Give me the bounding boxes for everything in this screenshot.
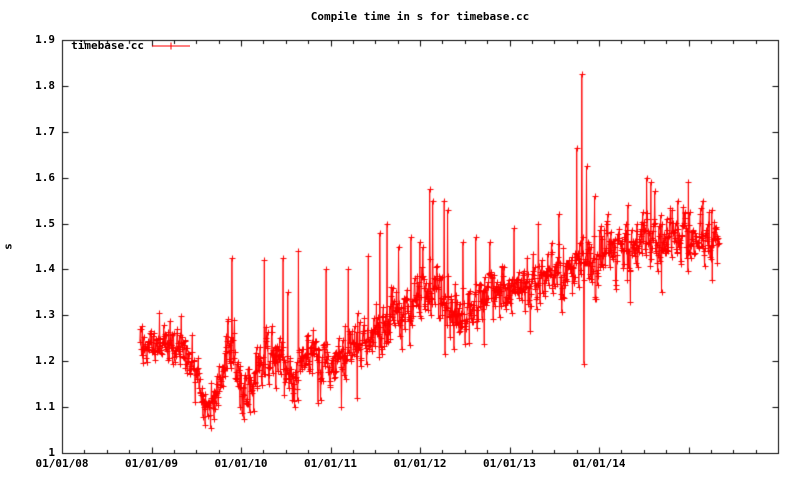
y-tick-label: 1.2: [35, 354, 55, 368]
plus-marker-icon: [167, 42, 175, 50]
legend-sample-line: [152, 42, 190, 50]
x-tick-label: 01/01/13: [483, 457, 536, 470]
y-tick-label: 1.6: [35, 170, 55, 184]
y-tick-label: 1.4: [35, 262, 55, 276]
x-tick-label: 01/01/14: [572, 457, 626, 470]
x-tick-label: 01/01/12: [393, 457, 447, 470]
y-tick-label: 1.9: [35, 33, 55, 46]
x-tick-label: 01/01/11: [304, 457, 357, 470]
x-tick-label: 01/01/10: [214, 457, 268, 470]
y-tick-label: 1: [48, 446, 55, 459]
y-tick-label: 1.1: [35, 400, 55, 414]
y-tick-label: 1.3: [35, 308, 55, 322]
legend-label: timebase.cc: [71, 39, 144, 52]
y-tick-label: 1.5: [35, 216, 55, 230]
y-tick-label: 1.8: [35, 78, 55, 92]
x-tick-label: 01/01/08: [35, 457, 89, 470]
y-tick-label: 1.7: [35, 124, 55, 138]
chart-title: Compile time in s for timebase.cc: [310, 10, 530, 23]
x-tick-label: 01/01/09: [125, 457, 178, 470]
